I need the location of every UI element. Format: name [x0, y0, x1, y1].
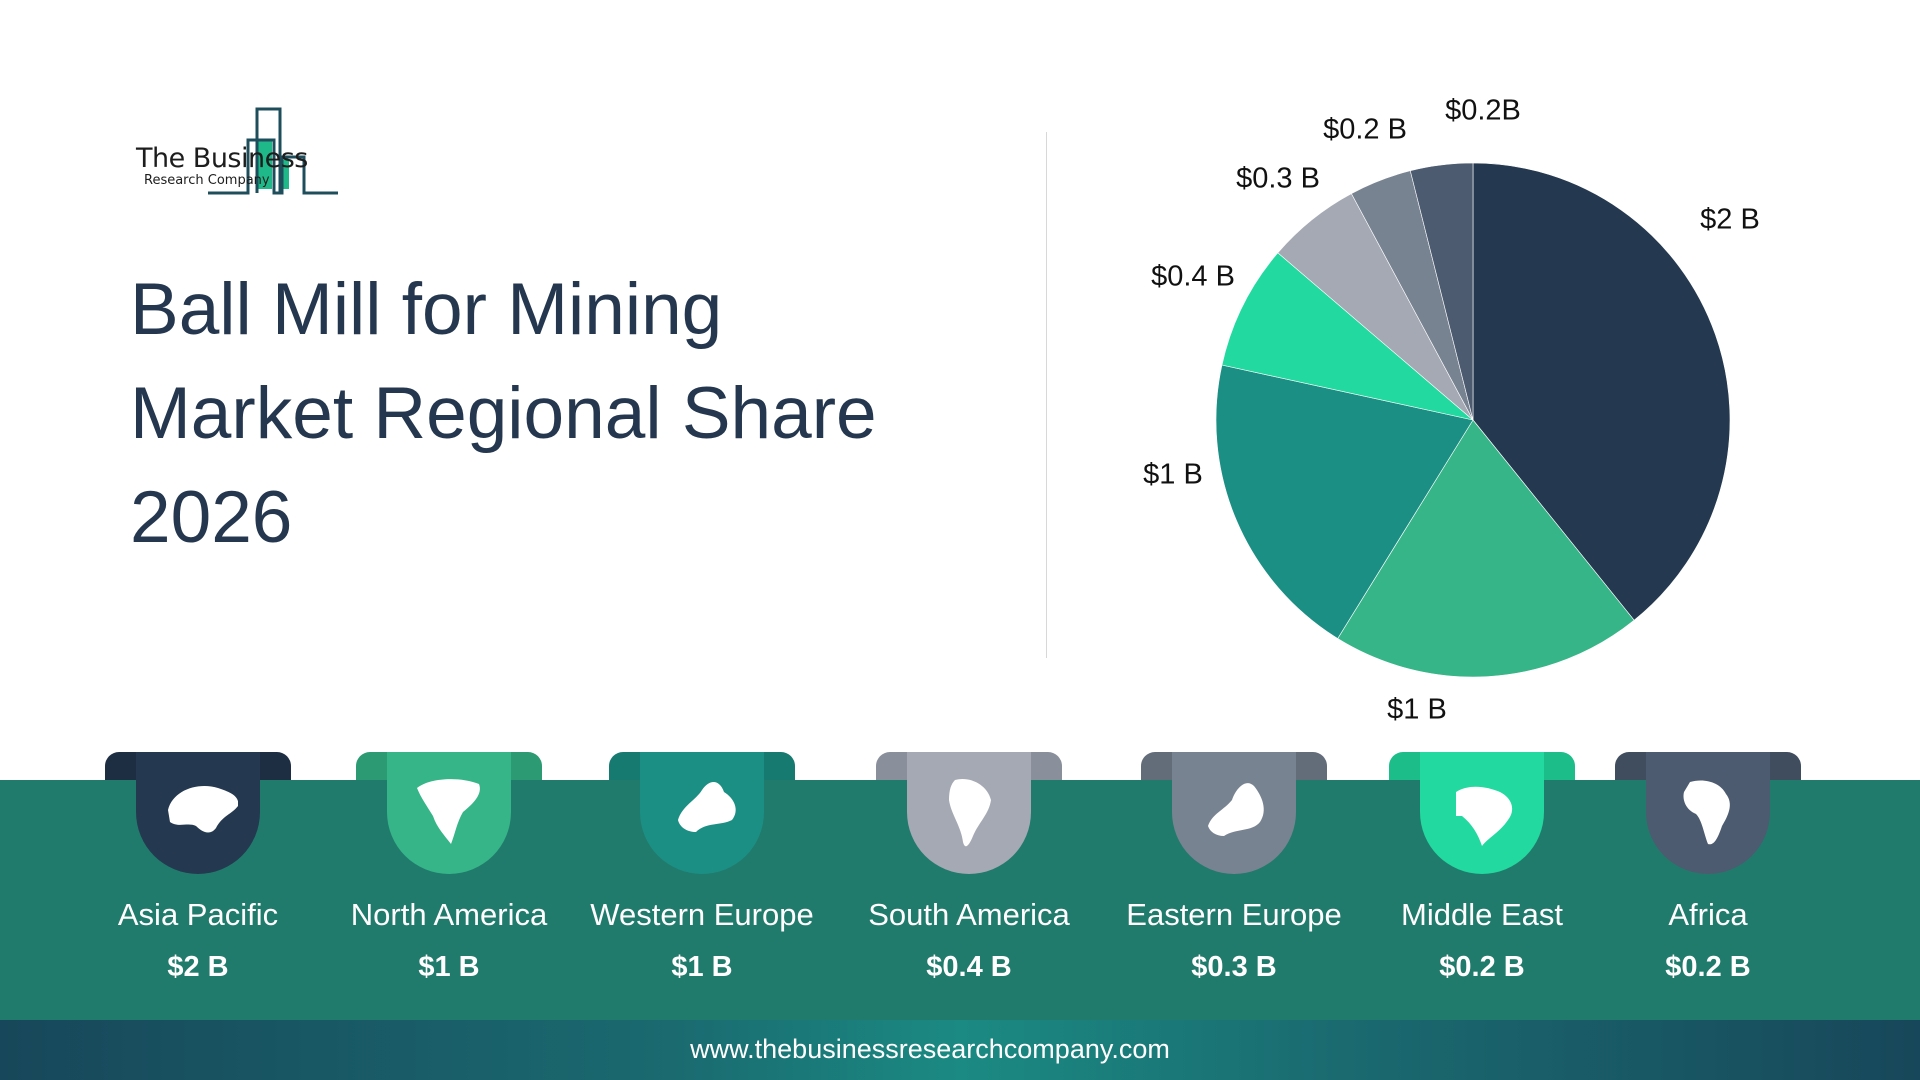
pie-slice-western-europe: [1215, 364, 1474, 639]
region-item-africa: Africa $0.2 B: [1578, 752, 1838, 984]
region-name: Asia Pacific: [117, 897, 279, 932]
region-name: Western Europe: [590, 897, 814, 932]
title-line-2: Market Regional Share: [130, 373, 877, 454]
region-item-western-europe: Western Europe $1 B: [572, 752, 832, 984]
region-name: South America: [868, 897, 1070, 932]
pie-data-label: $1 B: [1387, 693, 1447, 726]
region-value: $1 B: [671, 951, 733, 983]
title-line-1: Ball Mill for Mining: [130, 269, 723, 350]
pie-slice-south-america: [1221, 252, 1474, 421]
region-name: North America: [350, 897, 548, 932]
region-value: $0.2 B: [1439, 951, 1525, 983]
logo-text-line2: Research Company: [144, 173, 270, 188]
title-line-3: 2026: [130, 477, 293, 558]
pie-slice-africa: [1409, 162, 1474, 421]
pie-data-label: $0.2 B: [1323, 113, 1407, 146]
region-value: $0.3 B: [1191, 951, 1277, 983]
ribbon-body: [1646, 752, 1770, 874]
ribbon-body: [1420, 752, 1544, 874]
region-name: Eastern Europe: [1126, 897, 1342, 932]
pie-data-label: $0.4 B: [1151, 260, 1235, 293]
middle-east-map-icon: [1456, 786, 1513, 846]
pie-data-label: $1 B: [1143, 458, 1203, 491]
region-value: $2 B: [167, 951, 229, 983]
region-value: $1 B: [418, 951, 480, 983]
pie-chart: [1215, 162, 1731, 678]
region-name: Africa: [1668, 897, 1748, 932]
region-item-eastern-europe: Eastern Europe $0.3 B: [1104, 752, 1364, 984]
logo-text-line1: The Business: [136, 143, 308, 174]
ribbon-body: [640, 752, 764, 874]
eastern-europe-map-icon: [1208, 783, 1264, 836]
pie-data-label: $0.3 B: [1236, 162, 1320, 195]
ribbon-body: [136, 752, 260, 874]
region-item-asia-pacific: Asia Pacific $2 B: [68, 752, 328, 984]
pie-slice-north-america: [1337, 419, 1635, 678]
region-ribbon: [356, 752, 542, 877]
region-ribbon: [1389, 752, 1575, 877]
footer-url[interactable]: www.thebusinessresearchcompany.com: [690, 1034, 1170, 1064]
region-item-south-america: South America $0.4 B: [839, 752, 1099, 984]
vertical-divider: [1046, 132, 1047, 658]
region-ribbon: [609, 752, 795, 877]
ribbon-body: [1172, 752, 1296, 874]
region-ribbon: [1615, 752, 1801, 877]
ribbon-body: [907, 752, 1031, 874]
ribbon-body: [387, 752, 511, 874]
africa-map-icon: [1683, 780, 1730, 845]
region-value: $0.4 B: [926, 951, 1012, 983]
pie-data-label: $0.2B: [1445, 94, 1521, 127]
western-europe-map-icon: [678, 781, 736, 832]
footer: www.thebusinessresearchcompany.com: [0, 1020, 1920, 1080]
south-america-map-icon: [949, 778, 991, 847]
region-name: Middle East: [1401, 897, 1563, 932]
page-title: Ball Mill for Mining Market Regional Sha…: [130, 258, 930, 570]
pie-data-label: $2 B: [1700, 203, 1760, 236]
region-item-north-america: North America $1 B: [319, 752, 579, 984]
region-item-middle-east: Middle East $0.2 B: [1352, 752, 1612, 984]
region-ribbon: [876, 752, 1062, 877]
region-value: $0.2 B: [1665, 951, 1751, 983]
asia-map-icon: [168, 786, 238, 833]
pie-slice-asia-pacific: [1472, 162, 1731, 621]
region-ribbon: [105, 752, 291, 877]
company-logo: The Business Research Company: [130, 105, 430, 200]
north-america-map-icon: [417, 779, 480, 844]
region-ribbon: [1141, 752, 1327, 877]
logo-buildings-icon: [208, 107, 338, 195]
